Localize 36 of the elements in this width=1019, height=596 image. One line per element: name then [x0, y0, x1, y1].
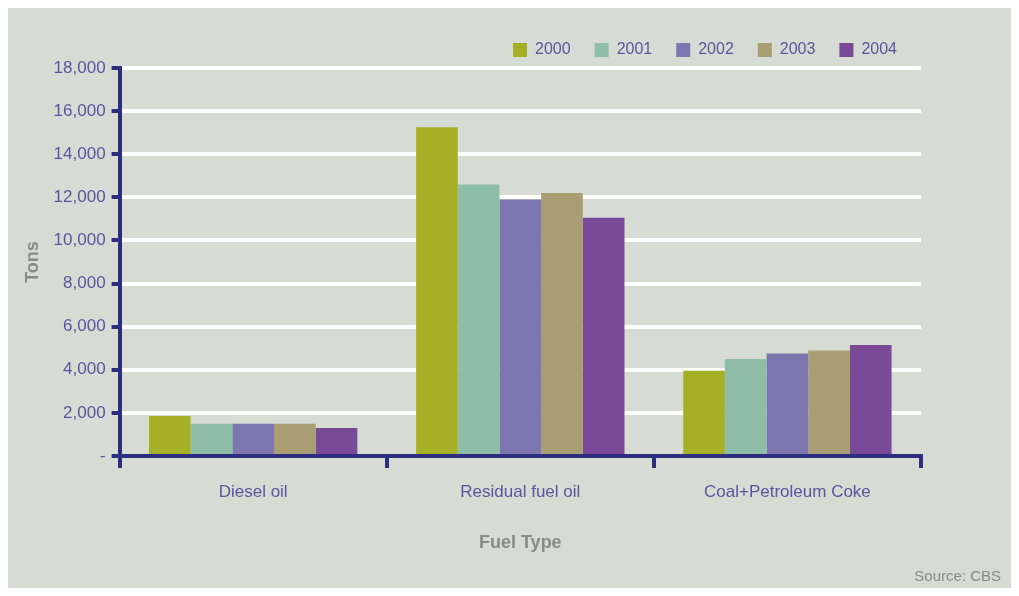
bar — [849, 344, 892, 454]
legend-label: 2001 — [616, 40, 653, 58]
bar — [541, 193, 583, 454]
x-tick-label: Residual fuel oil — [460, 481, 581, 501]
y-tick-label: 10,000 — [53, 230, 106, 250]
y-tick-label: 18,000 — [53, 57, 106, 77]
y-tick-label: 14,000 — [53, 143, 106, 163]
y-axis-title: Tons — [21, 241, 42, 283]
bar — [416, 127, 458, 454]
bar — [582, 217, 625, 454]
legend-label: 2000 — [535, 40, 571, 58]
legend-label: 2003 — [779, 40, 816, 58]
y-tick-label: - — [99, 445, 106, 465]
bar — [315, 427, 358, 454]
bar — [274, 423, 316, 454]
bar — [499, 199, 542, 454]
y-tick-label: 4,000 — [63, 359, 106, 379]
bar — [148, 416, 191, 454]
x-tick-label: Diesel oil — [218, 481, 288, 501]
bar — [232, 423, 274, 454]
bar — [766, 353, 809, 454]
y-tick-label: 16,000 — [53, 100, 106, 120]
y-tick-label: 2,000 — [63, 402, 106, 422]
y-tick-label: 8,000 — [63, 273, 106, 293]
legend-label: 2002 — [698, 40, 734, 58]
bar — [724, 359, 767, 454]
source-note: Source: CBS — [914, 567, 1001, 584]
bar — [808, 350, 850, 454]
bar — [190, 423, 233, 454]
bar — [683, 370, 725, 454]
bar — [457, 184, 500, 454]
legend-label: 2004 — [861, 40, 898, 58]
x-axis-title: Fuel Type — [478, 532, 562, 553]
x-tick-label: Coal+Petroleum Coke — [704, 481, 871, 501]
y-tick-label: 6,000 — [63, 316, 106, 336]
y-tick-label: 12,000 — [53, 187, 106, 207]
